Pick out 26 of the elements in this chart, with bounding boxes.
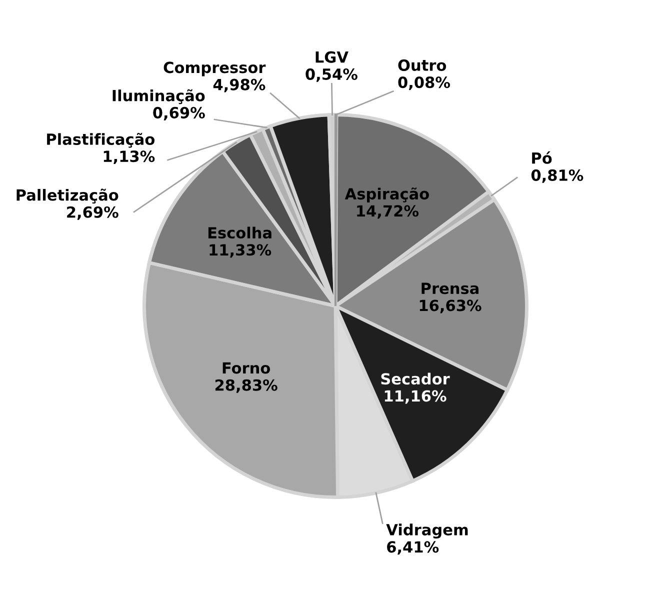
data-label: 4,98% xyxy=(213,78,266,92)
data-label: 28,83% xyxy=(215,379,278,393)
data-label: 6,41% xyxy=(387,541,439,555)
data-label: 0,81% xyxy=(531,169,584,183)
slice-label: Vidragem xyxy=(386,524,468,539)
data-label: 0,08% xyxy=(398,76,450,90)
data-label: 14,72% xyxy=(357,205,419,219)
data-label: 0,54% xyxy=(306,68,358,82)
data-label: 11,33% xyxy=(210,244,272,258)
slice-label: Palletização xyxy=(16,188,118,204)
slice-label: Secador xyxy=(381,372,450,385)
slice-label: Escolha xyxy=(208,226,272,239)
slice-label: Compressor xyxy=(164,62,266,76)
slice-label: Forno xyxy=(222,362,270,374)
data-label: 0,69% xyxy=(153,106,205,120)
slice-label: Plastificação xyxy=(47,132,154,148)
data-label: 16,63% xyxy=(420,300,482,314)
slice-label: Aspiração xyxy=(344,187,429,203)
data-label: 2,69% xyxy=(67,206,118,220)
slice-label: Pó xyxy=(532,151,552,164)
slice-label: LGV xyxy=(316,51,348,63)
data-label: 11,16% xyxy=(384,390,446,404)
data-label: 1,13% xyxy=(104,150,155,164)
slice-label: Outro xyxy=(398,59,446,71)
slice-label: Iluminação xyxy=(112,89,205,104)
slice-label: Prensa xyxy=(422,282,478,294)
